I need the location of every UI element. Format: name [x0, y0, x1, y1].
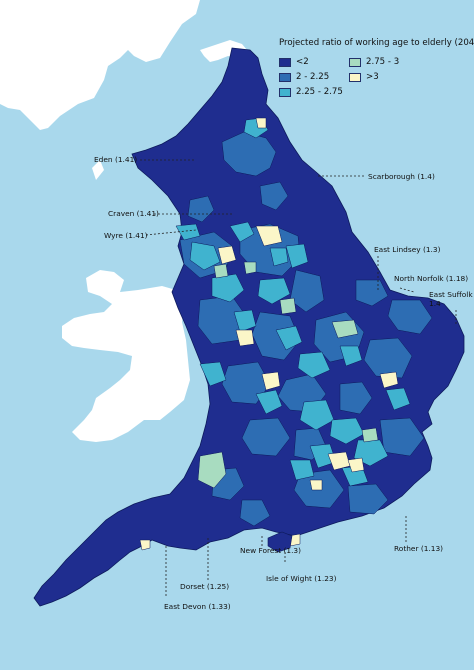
callout-isle-of-wight: Isle of Wight (1.23)	[266, 574, 337, 583]
legend-swatch	[349, 72, 361, 82]
callout-east-suffolk: East Suffolk 1.4	[429, 290, 473, 309]
callout-eden: Eden (1.41)	[94, 155, 138, 164]
callout-scarborough: Scarborough (1.4)	[368, 172, 435, 181]
callout-east-lindsey: East Lindsey (1.3)	[374, 245, 441, 254]
callout-north-norfolk: North Norfolk (1.18)	[394, 274, 469, 283]
callout-wyre: Wyre (1.41)	[104, 231, 148, 240]
legend-swatch	[279, 87, 291, 97]
band-2.25-2.75-districts	[175, 117, 411, 487]
callout-craven: Craven (1.41)	[108, 209, 159, 218]
legend-label: >3	[366, 72, 379, 82]
legend-swatch	[349, 57, 361, 67]
scotland-landmass	[0, 0, 200, 130]
callout-dorset: Dorset (1.25)	[180, 582, 230, 591]
callout-east-suffolk-name: East Suffolk	[429, 290, 473, 299]
isle-of-wight	[267, 531, 293, 553]
legend-label: 2 - 2.25	[296, 72, 330, 82]
legend-label: <2	[296, 57, 309, 67]
callout-rother: Rother (1.13)	[394, 544, 444, 553]
legend-swatch	[279, 57, 291, 67]
band-2.75-3-districts	[197, 261, 379, 489]
band-over-3-districts	[139, 117, 399, 551]
legend-item-gt-3: >3	[349, 72, 379, 82]
legend-item-2.75-3: 2.75 - 3	[349, 57, 399, 67]
isle-of-man	[92, 160, 104, 180]
legend-item-2-2.25: 2 - 2.25	[279, 72, 329, 82]
callout-east-suffolk-value: 1.4	[429, 299, 441, 309]
callout-east-devon: East Devon (1.33)	[164, 602, 231, 611]
legend-item-lt-2: <2	[279, 57, 309, 67]
wales-landmass	[62, 270, 190, 442]
legend-swatch	[279, 72, 291, 82]
callout-leaders	[140, 159, 457, 596]
legend-label: 2.25 - 2.75	[296, 87, 343, 97]
callout-new-forest: New Forest (1.3)	[240, 546, 302, 555]
legend-label: 2.75 - 3	[366, 57, 400, 67]
legend-item-2.25-2.75: 2.25 - 2.75	[279, 87, 343, 97]
legend-title: Projected ratio of working age to elderl…	[279, 38, 474, 48]
